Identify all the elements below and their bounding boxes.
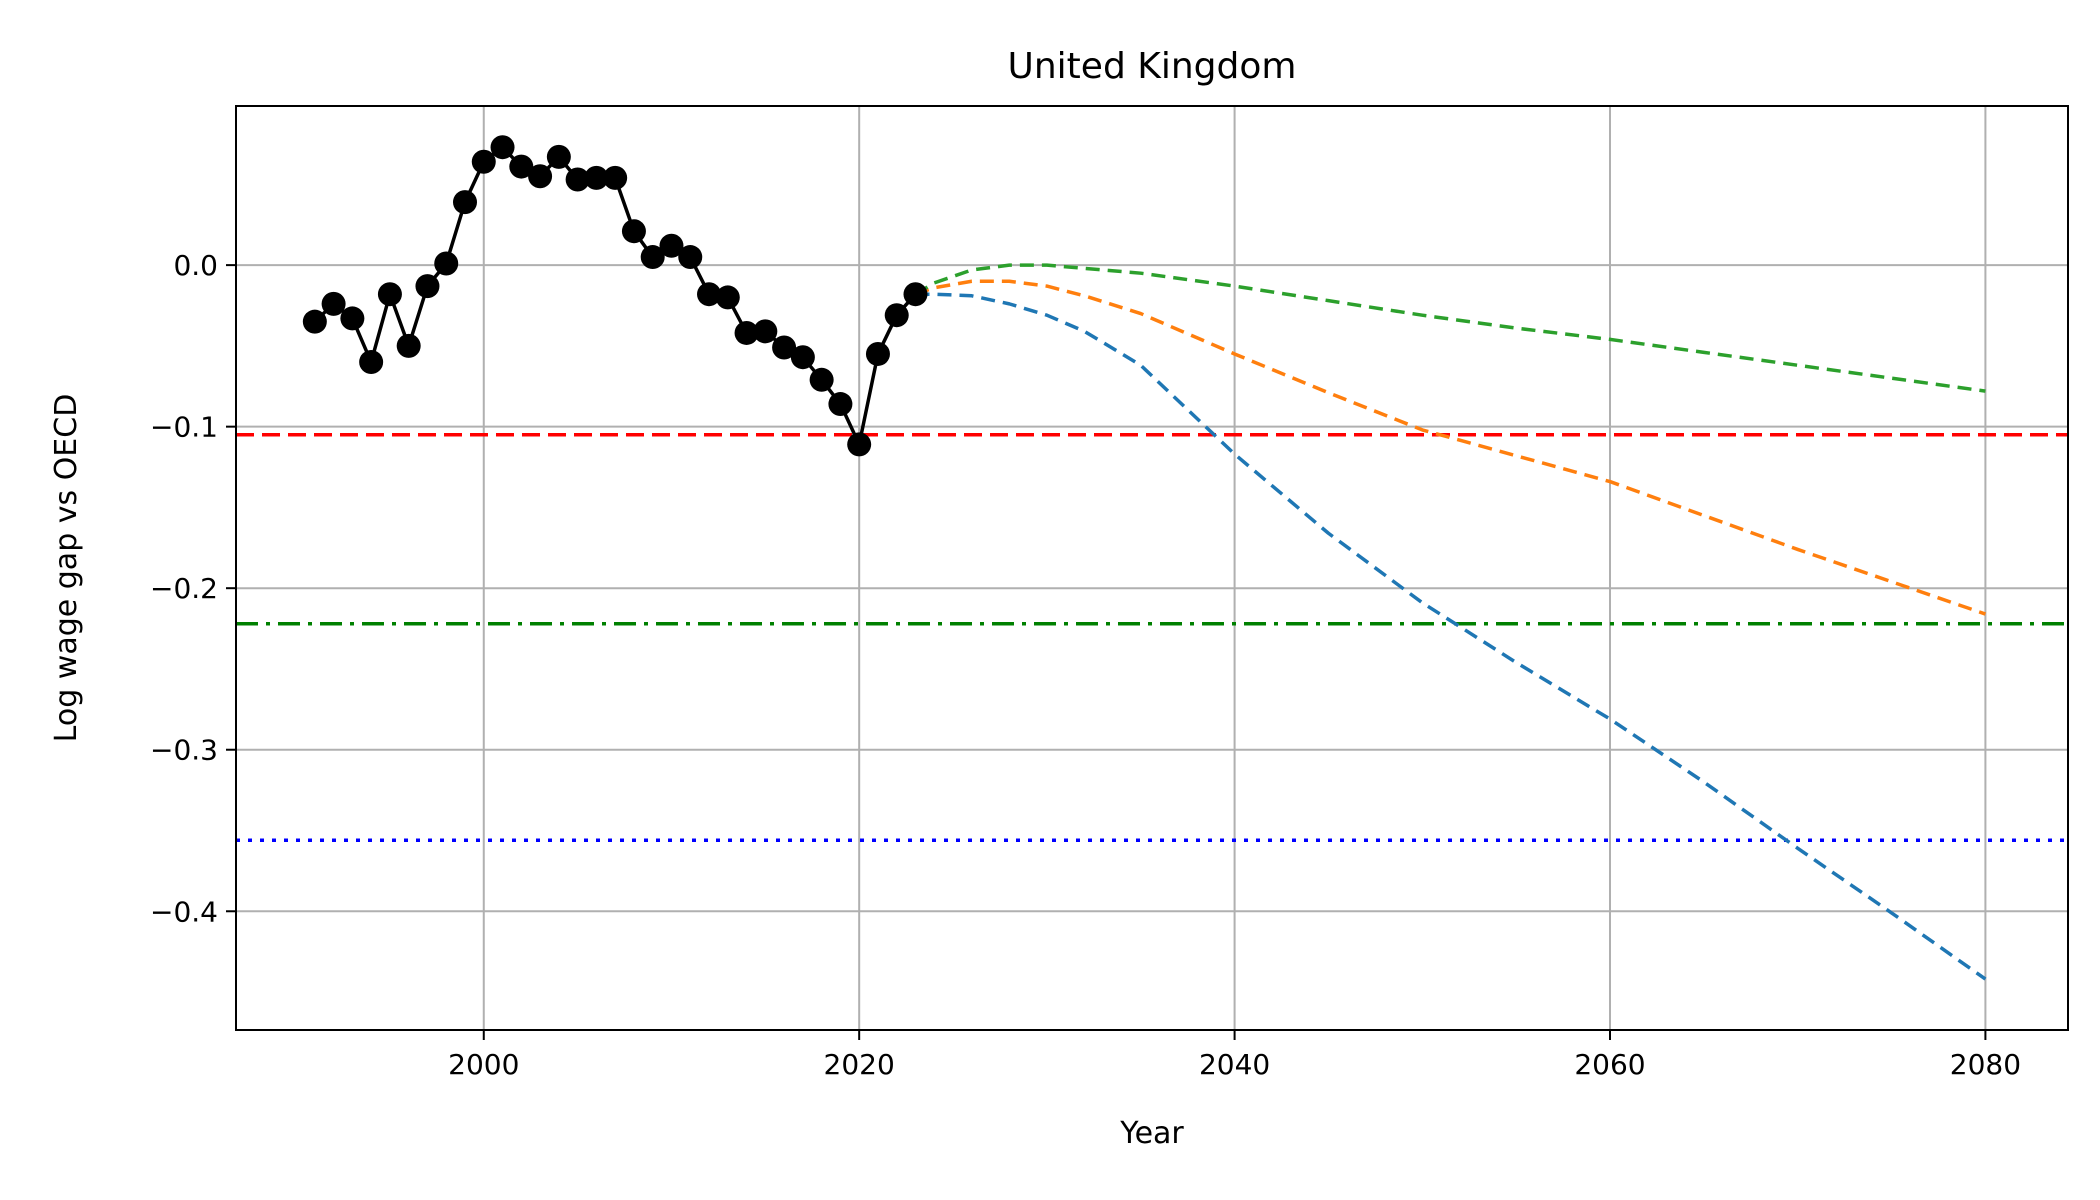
y-tick-label: 0.0 — [173, 249, 218, 282]
x-axis-label: Year — [1119, 1116, 1184, 1151]
data-point — [434, 251, 459, 276]
data-point — [903, 282, 928, 307]
y-tick-label: −0.3 — [150, 734, 218, 767]
data-point — [415, 274, 440, 299]
data-point — [509, 154, 534, 179]
historical-line — [313, 145, 917, 447]
data-point — [697, 282, 722, 307]
data-point — [302, 309, 327, 334]
y-tick-label: −0.1 — [150, 411, 218, 444]
axis-ticks: 2000 2020 2040 2060 2080 0.0 −0.1 −0.2 −0.3 −0.4 — [150, 249, 2021, 1081]
data-point — [884, 303, 909, 328]
x-tick-label: 2020 — [824, 1048, 895, 1081]
data-point — [490, 135, 515, 160]
data-point — [640, 245, 665, 270]
data-point — [528, 164, 553, 189]
y-tick-label: −0.4 — [150, 895, 218, 928]
plot-frame — [235, 105, 2069, 1031]
data-point — [584, 165, 609, 190]
data-point — [678, 245, 703, 270]
data-point — [396, 333, 421, 358]
x-tick-label: 2080 — [1950, 1048, 2021, 1081]
grid-lines — [236, 106, 2068, 1030]
data-point — [753, 319, 778, 344]
projection-line — [914, 263, 1986, 393]
data-point — [847, 432, 872, 457]
chart-title: United Kingdom — [1008, 46, 1297, 87]
data-point — [734, 320, 759, 345]
data-point — [828, 392, 853, 417]
projection-line — [915, 292, 1987, 981]
data-point — [772, 335, 797, 360]
data-point — [865, 341, 890, 366]
data-point — [377, 282, 402, 307]
data-point — [359, 350, 384, 375]
data-point — [790, 345, 815, 370]
data-point — [659, 233, 684, 258]
reference-lines — [236, 432, 2068, 842]
data-point — [471, 149, 496, 174]
data-point — [809, 367, 834, 392]
y-tick-label: −0.2 — [150, 572, 218, 605]
data-point — [621, 219, 646, 244]
data-point — [453, 190, 477, 215]
data-point — [340, 306, 365, 331]
historical-series — [302, 135, 928, 457]
x-tick-label: 2000 — [448, 1048, 519, 1081]
x-tick-label: 2040 — [1199, 1048, 1270, 1081]
data-point — [321, 291, 346, 316]
data-point — [603, 165, 628, 190]
data-point — [546, 144, 571, 169]
projection-line — [914, 279, 1986, 616]
data-point — [565, 167, 590, 192]
data-point — [715, 285, 740, 310]
projection-lines — [914, 263, 1987, 981]
x-tick-label: 2060 — [1574, 1048, 1645, 1081]
y-axis-label: Log wage gap vs OECD — [49, 394, 84, 743]
